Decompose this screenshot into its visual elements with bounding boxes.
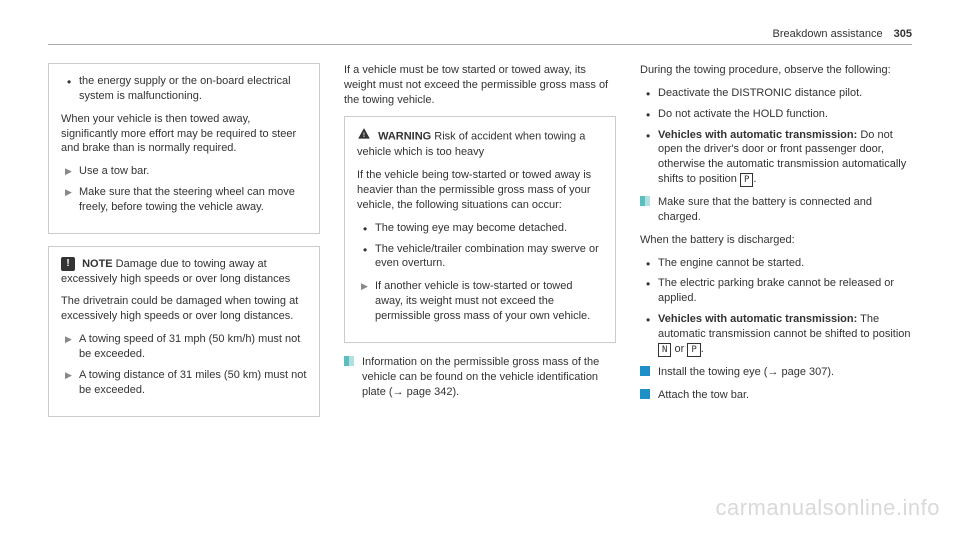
step-text-c: ). — [453, 386, 460, 398]
bullet-bold: Vehicles with automatic transmission: — [658, 313, 857, 325]
warning-triangle-icon: ! — [357, 127, 371, 146]
column-2: If a vehicle must be tow started or towe… — [344, 63, 616, 429]
list-item: the energy supply or the on-board electr… — [61, 74, 307, 104]
paragraph: During the towing procedure, observe the… — [640, 63, 912, 78]
paragraph: When your vehicle is then towed away, si… — [61, 112, 307, 157]
svg-text:!: ! — [363, 131, 365, 138]
step-marker-icon — [640, 366, 650, 376]
step-item: Information on the permissible gross mas… — [344, 355, 616, 400]
note-box: ! NOTE Damage due to towing away at exce… — [48, 246, 320, 417]
step-text: Attach the tow bar. — [658, 389, 749, 401]
page-ref: → page 342 — [393, 386, 453, 398]
arrow-list: A towing speed of 31 mph (50 km/h) must … — [61, 332, 307, 397]
column-1: the energy supply or the on-board electr… — [48, 63, 320, 429]
gear-position-key: P — [740, 173, 753, 187]
gear-position-key: P — [687, 343, 700, 357]
step-item: Install the towing eye (→ page 307). — [640, 365, 912, 380]
gear-position-key: N — [658, 343, 671, 357]
bullet-bold: Vehicles with automatic transmission: — [658, 129, 857, 141]
page-ref: → page 307 — [767, 366, 827, 378]
list-item: If another vehicle is tow-started or tow… — [357, 279, 603, 324]
bullet-list: The engine cannot be started. The electr… — [640, 256, 912, 357]
step-text-a: Install the towing eye ( — [658, 366, 767, 378]
info-box-1: the energy supply or the on-board electr… — [48, 63, 320, 234]
paragraph: If the vehicle being tow-started or towe… — [357, 168, 603, 213]
list-item: The engine cannot be started. — [640, 256, 912, 271]
page-header: Breakdown assistance 305 — [48, 28, 912, 40]
list-item: Vehicles with automatic transmission: Do… — [640, 128, 912, 188]
header-title: Breakdown assistance — [773, 28, 883, 40]
list-item: A towing distance of 31 miles (50 km) mu… — [61, 368, 307, 398]
note-heading: ! NOTE Damage due to towing away at exce… — [61, 257, 307, 287]
list-item: The towing eye may become detached. — [357, 221, 603, 236]
page-number: 305 — [894, 28, 912, 40]
arrow-list: Use a tow bar. Make sure that the steeri… — [61, 164, 307, 215]
list-item: The vehicle/trailer combination may swer… — [357, 242, 603, 272]
step-text-c: ). — [827, 366, 834, 378]
paragraph: When the battery is discharged: — [640, 233, 912, 248]
step-item: Attach the tow bar. — [640, 388, 912, 403]
warning-heading: ! WARNING Risk of accident when towing a… — [357, 127, 603, 161]
list-item: Deactivate the DISTRONIC distance pilot. — [640, 86, 912, 101]
bullet-text-end: . — [701, 343, 704, 355]
list-item: Vehicles with automatic transmission: Th… — [640, 312, 912, 357]
step-marker-icon — [640, 196, 650, 206]
list-item: Make sure that the steering wheel can mo… — [61, 185, 307, 215]
list-item: A towing speed of 31 mph (50 km/h) must … — [61, 332, 307, 362]
warning-label: WARNING — [378, 130, 431, 142]
note-label: NOTE — [82, 258, 113, 270]
content-columns: the energy supply or the on-board electr… — [48, 44, 912, 429]
arrow-list: If another vehicle is tow-started or tow… — [357, 279, 603, 324]
bullet-list: Deactivate the DISTRONIC distance pilot.… — [640, 86, 912, 187]
warning-box: ! WARNING Risk of accident when towing a… — [344, 116, 616, 343]
bullet-mid: or — [671, 343, 687, 355]
paragraph: If a vehicle must be tow started or towe… — [344, 63, 616, 108]
step-item: Make sure that the battery is connected … — [640, 195, 912, 225]
list-item: Do not activate the HOLD function. — [640, 107, 912, 122]
list-item: The electric parking brake cannot be rel… — [640, 276, 912, 306]
note-icon: ! — [61, 257, 75, 271]
step-text: Make sure that the battery is connected … — [658, 196, 872, 223]
list-item: Use a tow bar. — [61, 164, 307, 179]
step-marker-icon — [640, 389, 650, 399]
column-3: During the towing procedure, observe the… — [640, 63, 912, 429]
bullet-list: The towing eye may become detached. The … — [357, 221, 603, 272]
watermark: carmanualsonline.info — [715, 495, 940, 521]
paragraph: The drivetrain could be damaged when tow… — [61, 294, 307, 324]
bullet-list: the energy supply or the on-board electr… — [61, 74, 307, 104]
step-marker-icon — [344, 356, 354, 366]
bullet-text-end: . — [753, 173, 756, 185]
